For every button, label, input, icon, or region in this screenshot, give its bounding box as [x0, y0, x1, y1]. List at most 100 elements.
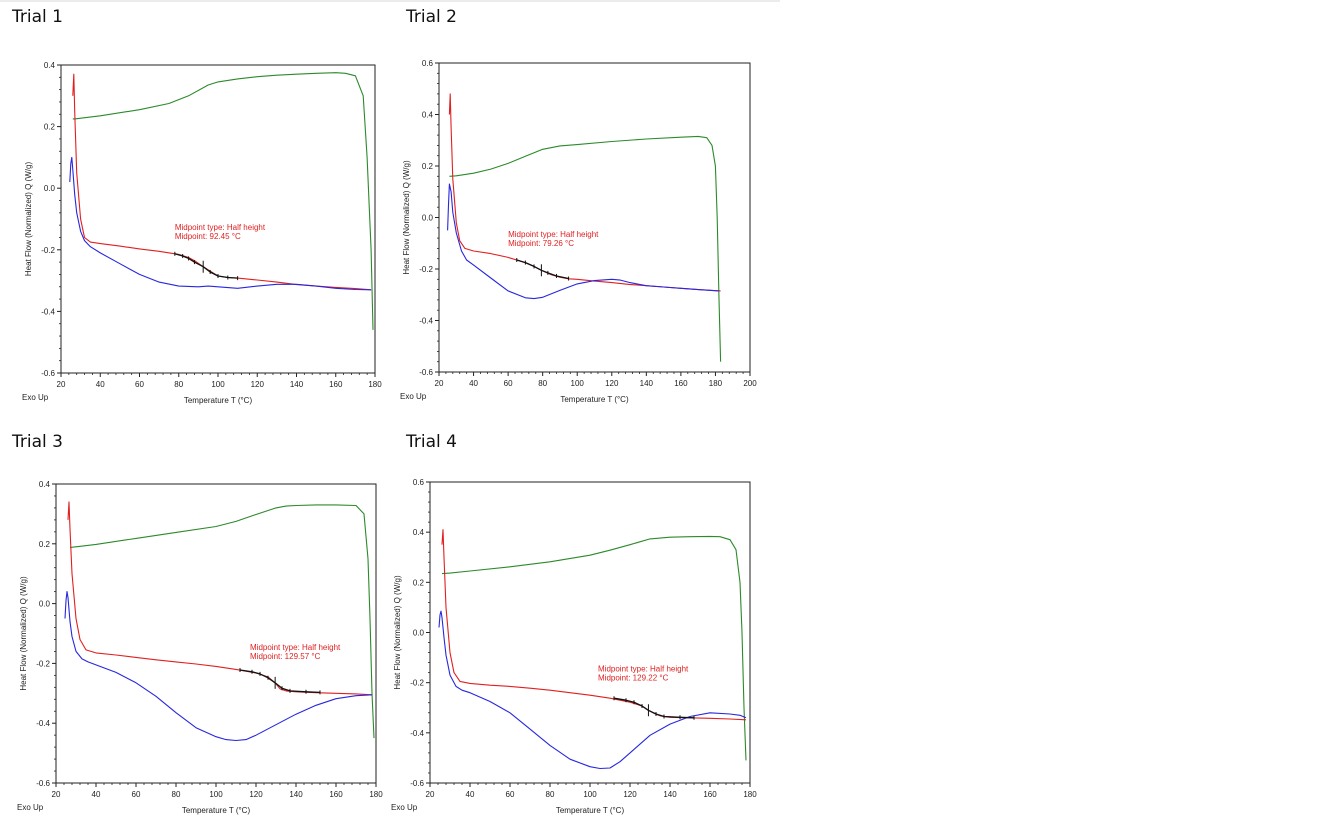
- y-tick-label: 0.6: [422, 59, 434, 68]
- x-tick-label: 20: [435, 379, 444, 388]
- reheat-curve: [64, 591, 373, 742]
- x-tick-label: 140: [663, 790, 677, 799]
- x-tick-label: 180: [743, 790, 757, 799]
- heat-curve: [69, 504, 375, 739]
- y-tick-label: 0.2: [39, 540, 51, 549]
- x-axis-label: Temperature T (°C): [184, 396, 253, 405]
- top-divider: [0, 0, 780, 2]
- marker-curve: [174, 253, 238, 279]
- cool-curve: [67, 501, 373, 696]
- marker-curve: [516, 259, 569, 280]
- x-tick-label: 160: [674, 379, 688, 388]
- y-tick-label: 0.2: [413, 578, 425, 587]
- reheat-curve: [69, 156, 372, 291]
- y-tick-label: -0.6: [36, 779, 50, 788]
- midpoint-annotation: Midpoint type: Half height: [175, 223, 266, 232]
- y-tick-label: 0.0: [422, 214, 434, 223]
- x-tick-label: 80: [538, 379, 547, 388]
- midpoint-annotation: Midpoint: 92.45 °C: [175, 232, 241, 241]
- y-tick-label: 0.0: [44, 184, 56, 193]
- y-tick-label: 0.4: [413, 528, 425, 537]
- x-tick-label: 20: [426, 790, 435, 799]
- trial-2-title: Trial 2: [406, 7, 457, 27]
- y-tick-label: -0.4: [36, 719, 50, 728]
- exo-up-label: Exo Up: [22, 393, 49, 402]
- midpoint-annotation: Midpoint type: Half height: [598, 664, 689, 673]
- cool-curve: [448, 93, 721, 292]
- y-tick-label: 0.0: [39, 600, 51, 609]
- midpoint-annotation: Midpoint: 129.22 °C: [598, 673, 669, 682]
- x-tick-label: 100: [211, 380, 225, 389]
- x-tick-label: 40: [96, 380, 105, 389]
- plot-frame: [429, 481, 751, 784]
- heat-curve: [449, 135, 722, 362]
- y-tick-label: -0.4: [41, 307, 55, 316]
- y-tick-label: -0.6: [410, 779, 424, 788]
- chart-4: 20 40 60 80 100 120 140 160 180 -0.6 -0.4 -0.2 0.0 0.…: [391, 478, 757, 815]
- x-axis-label: Temperature T (°C): [560, 395, 629, 404]
- x-tick-label: 160: [329, 380, 343, 389]
- x-axis-label: Temperature T (°C): [556, 806, 625, 815]
- x-tick-label: 80: [172, 790, 181, 799]
- y-tick-label: -0.2: [36, 659, 50, 668]
- y-tick-label: -0.4: [410, 729, 424, 738]
- y-tick-label: 0.2: [44, 123, 56, 132]
- exo-up-label: Exo Up: [17, 803, 44, 812]
- y-tick-label: -0.6: [419, 368, 433, 377]
- x-tick-label: 40: [466, 790, 475, 799]
- y-tick-label: -0.2: [410, 679, 424, 688]
- chart-3: 20 40 60 80 100 120 140 160 180 -0.6 -0.4 -0.2 0.0 0.…: [17, 480, 383, 815]
- x-tick-label: 80: [546, 790, 555, 799]
- trial-3-title: Trial 3: [12, 432, 63, 452]
- x-tick-label: 40: [469, 379, 478, 388]
- cool-curve: [441, 529, 747, 721]
- y-tick-label: -0.2: [41, 246, 55, 255]
- x-tick-label: 140: [640, 379, 654, 388]
- y-tick-label: 0.4: [422, 111, 434, 120]
- y-tick-label: 0.4: [44, 61, 56, 70]
- reheat-curve: [438, 610, 747, 770]
- x-tick-label: 180: [368, 380, 382, 389]
- x-tick-label: 100: [583, 790, 597, 799]
- x-tick-label: 60: [132, 790, 141, 799]
- chart-2: 20 40 60 80 100 120 140 160 180 200 -0.6 -0.4 -0.2 0.…: [400, 59, 757, 404]
- x-tick-label: 100: [571, 379, 585, 388]
- midpoint-annotation: Midpoint type: Half height: [250, 643, 341, 652]
- midpoint-annotation: Midpoint: 129.57 °C: [250, 652, 321, 661]
- x-tick-label: 140: [290, 380, 304, 389]
- y-tick-label: 0.6: [413, 478, 425, 487]
- x-tick-label: 120: [605, 379, 619, 388]
- x-tick-label: 160: [703, 790, 717, 799]
- chart-1: 20 40 60 80 100 120 140 160 180 -0.6 -0.4 -0.2 0.0 0.…: [22, 61, 382, 405]
- x-tick-label: 120: [623, 790, 637, 799]
- x-tick-label: 100: [209, 790, 223, 799]
- cool-curve: [72, 73, 372, 291]
- x-axis-label: Temperature T (°C): [182, 806, 251, 815]
- plot-frame: [55, 483, 377, 784]
- trial-1-title: Trial 1: [12, 7, 63, 27]
- x-tick-label: 160: [329, 790, 343, 799]
- y-tick-label: -0.4: [419, 317, 433, 326]
- x-tick-label: 60: [135, 380, 144, 389]
- x-tick-label: 200: [743, 379, 757, 388]
- x-tick-label: 180: [369, 790, 383, 799]
- x-tick-label: 140: [289, 790, 303, 799]
- x-tick-label: 180: [709, 379, 723, 388]
- exo-up-label: Exo Up: [400, 392, 427, 401]
- y-tick-label: 0.4: [39, 480, 51, 489]
- heat-curve: [441, 535, 747, 761]
- x-tick-label: 120: [251, 380, 265, 389]
- heat-curve: [72, 72, 374, 330]
- midpoint-annotation: Midpoint type: Half height: [508, 230, 599, 239]
- reheat-curve: [447, 183, 719, 300]
- y-axis-label: Heat Flow (Normalized) Q (W/g): [402, 160, 411, 275]
- midpoint-annotation: Midpoint: 79.26 °C: [508, 239, 574, 248]
- x-tick-label: 60: [504, 379, 513, 388]
- y-axis-label: Heat Flow (Normalized) Q (W/g): [393, 575, 402, 690]
- x-tick-label: 80: [174, 380, 183, 389]
- x-tick-label: 40: [92, 790, 101, 799]
- plot-frame: [60, 64, 376, 374]
- y-axis-label: Heat Flow (Normalized) Q (W/g): [19, 576, 28, 691]
